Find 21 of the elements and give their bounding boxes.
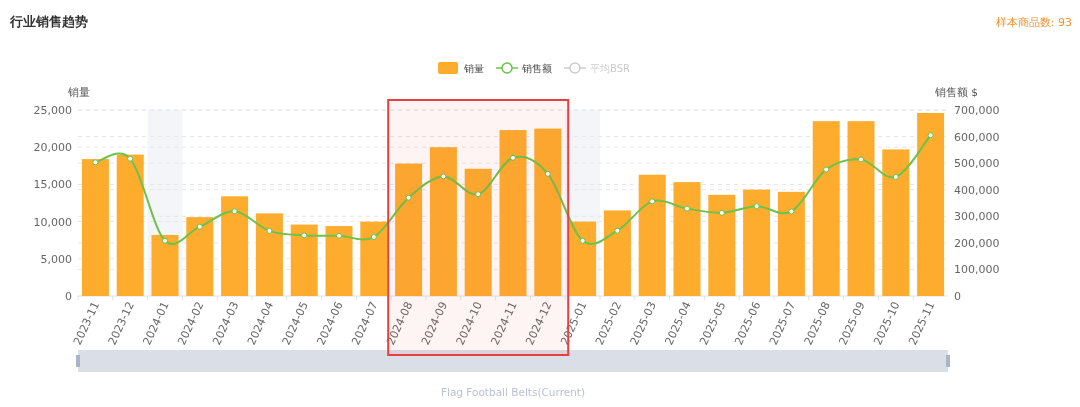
y2-tick-label: 0 xyxy=(954,290,961,303)
y2-tick-label: 100,000 xyxy=(954,263,1000,277)
text: Flag Football Belts(Current) xyxy=(440,386,586,398)
y-tick-label: 15,000 xyxy=(33,178,72,192)
legend-label: 销量 xyxy=(463,63,485,74)
text: 样本商品数: 93 xyxy=(995,16,1072,29)
y-tick-label: 20,000 xyxy=(33,141,72,155)
y-tick-label: 5,000 xyxy=(40,252,72,266)
y-tick-label: 25,000 xyxy=(33,104,72,117)
y-tick-label: 10,000 xyxy=(33,215,72,229)
y2-tick-label: 300,000 xyxy=(954,210,1000,224)
y2-tick-label: 400,000 xyxy=(954,183,1000,197)
y2-tick-label: 200,000 xyxy=(954,236,1000,250)
chart-title: 行业销售趋势 xyxy=(9,14,88,29)
y2-tick-label: 700,000 xyxy=(954,104,1000,117)
y2-tick-label: 500,000 xyxy=(954,157,1000,171)
y2-tick-label: 600,000 xyxy=(954,130,1000,144)
y-axis-title: 销量 xyxy=(67,86,90,98)
y2-axis-title: 销售额 $ xyxy=(933,86,978,98)
legend-label: 销售额 xyxy=(521,63,553,74)
y-tick-label: 0 xyxy=(65,290,72,303)
